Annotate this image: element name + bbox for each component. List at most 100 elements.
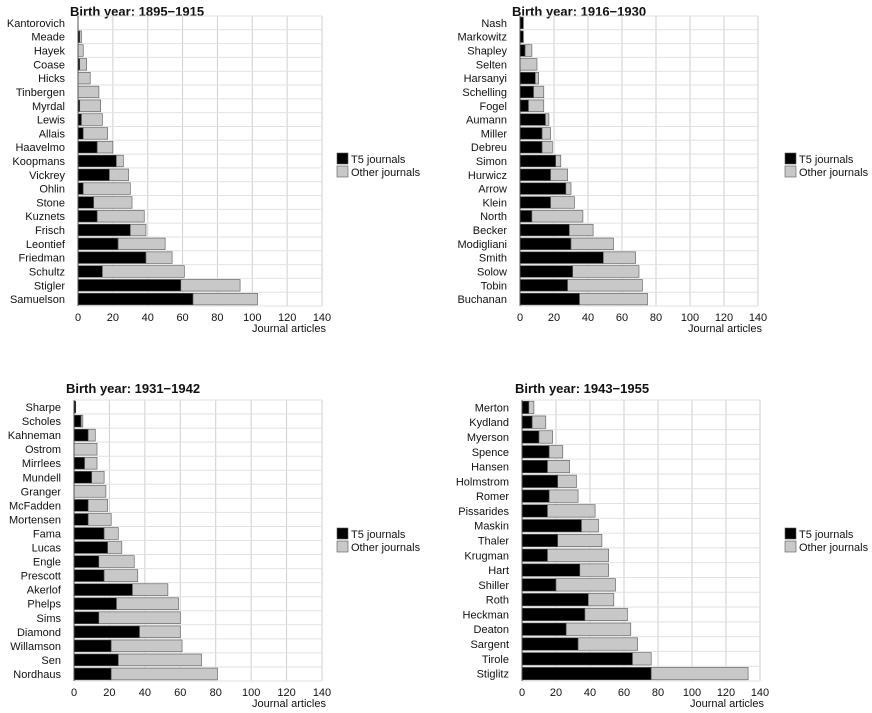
- legend-swatch-t5: [336, 152, 349, 165]
- category-label-kydland: Kydland: [469, 417, 509, 429]
- bar-other-granger: [73, 485, 107, 498]
- category-label-fogel: Fogel: [479, 101, 507, 113]
- bar-other-schelling: [533, 85, 545, 99]
- x-tick-label: 80: [650, 312, 662, 324]
- category-label-akerlof: Akerlof: [27, 585, 62, 597]
- x-tick-label: 60: [618, 687, 630, 699]
- bar-t5-sen: [73, 653, 119, 667]
- category-label-myrdal: Myrdal: [32, 101, 65, 113]
- bar-other-spence: [548, 445, 564, 459]
- bar-t5-sargent: [521, 637, 579, 651]
- bar-t5-leontief: [77, 237, 119, 250]
- legend-label-t5: T5 journals: [799, 529, 854, 541]
- bar-other-leontief: [117, 237, 166, 250]
- bar-t5-vickrey: [77, 168, 110, 181]
- bar-t5-schultz: [77, 265, 103, 278]
- category-label-kantorovich: Kantorovich: [7, 18, 65, 30]
- bar-other-holmstrom: [557, 474, 577, 488]
- bar-t5-modigliani: [519, 237, 572, 250]
- bar-other-deaton: [565, 622, 632, 636]
- legend-swatch-t5: [784, 527, 797, 540]
- category-label-markowitz: Markowitz: [457, 32, 507, 44]
- bar-other-stiglitz: [650, 667, 749, 681]
- bar-other-hurwicz: [550, 168, 568, 181]
- bar-t5-romer: [521, 489, 550, 503]
- legend-label-other: Other journals: [799, 167, 869, 179]
- bar-t5-lucas: [73, 541, 108, 554]
- category-label-scholes: Scholes: [22, 416, 62, 428]
- chart-panel-1895-1915: Birth year: 1895−1915 Kantorovich Meade Hay…: [0, 0, 436, 356]
- bar-other-myerson: [538, 430, 553, 444]
- legend-label-t5: T5 journals: [799, 154, 854, 166]
- category-label-klein: Klein: [483, 197, 507, 209]
- x-tick-label: 80: [210, 687, 222, 699]
- x-tick-label: 20: [107, 312, 119, 324]
- category-label-stone: Stone: [36, 197, 65, 209]
- bar-other-ostrom: [73, 442, 98, 456]
- bar-t5-north: [519, 210, 533, 223]
- x-tick-label: 80: [211, 312, 223, 324]
- bar-other-samuelson: [192, 292, 258, 306]
- bar-other-maskin: [581, 519, 599, 533]
- bar-t5-holmstrom: [521, 474, 559, 488]
- x-axis-label: Journal articles: [690, 698, 764, 710]
- bar-other-akerlof: [132, 583, 169, 596]
- category-label-frisch: Frisch: [35, 225, 65, 237]
- bar-other-klein: [550, 196, 575, 209]
- legend-label-other: Other journals: [351, 167, 421, 179]
- bar-t5-scholes: [73, 414, 82, 428]
- bar-other-stone: [93, 196, 133, 209]
- bar-t5-fogel: [519, 99, 529, 112]
- x-tick-label: 100: [243, 312, 261, 324]
- bar-t5-prescott: [73, 569, 105, 582]
- bar-other-tobin: [567, 279, 643, 292]
- bar-t5-diamond: [73, 625, 140, 639]
- x-axis-label: Journal articles: [252, 323, 326, 335]
- x-tick-label: 20: [550, 687, 562, 699]
- x-tick-label: 140: [751, 687, 769, 699]
- x-axis-label: Journal articles: [252, 698, 326, 710]
- x-tick-label: 0: [75, 312, 81, 324]
- category-label-prescott: Prescott: [21, 571, 61, 583]
- category-label-samuelson: Samuelson: [10, 294, 65, 306]
- category-label-miller: Miller: [481, 128, 508, 140]
- category-label-kuznets: Kuznets: [25, 211, 65, 223]
- x-tick-label: 100: [683, 687, 701, 699]
- bar-t5-shapley: [519, 44, 526, 57]
- bar-other-north: [531, 210, 584, 223]
- category-label-shapley: Shapley: [467, 46, 507, 58]
- bar-other-haavelmo: [96, 141, 114, 154]
- category-label-allais: Allais: [39, 128, 66, 140]
- category-label-meade: Meade: [31, 32, 65, 44]
- bar-t5-koopmans: [77, 154, 117, 168]
- bar-other-stigler: [180, 279, 241, 292]
- bar-t5-kahneman: [73, 428, 89, 442]
- bar-t5-simon: [519, 154, 557, 168]
- bar-other-sargent: [577, 637, 638, 651]
- category-label-nordhaus: Nordhaus: [13, 669, 61, 681]
- bar-other-schultz: [102, 265, 185, 278]
- category-label-haavelmo: Haavelmo: [15, 142, 65, 154]
- x-tick-label: 60: [176, 312, 188, 324]
- bar-t5-tobin: [519, 279, 568, 292]
- bar-other-friedman: [145, 251, 173, 264]
- bar-t5-miller: [519, 127, 543, 140]
- x-tick-label: 20: [103, 687, 115, 699]
- bar-t5-krugman: [521, 548, 548, 562]
- category-label-spence: Spence: [472, 447, 509, 459]
- bar-other-fogel: [528, 99, 545, 112]
- bar-t5-merton: [521, 400, 530, 414]
- bar-t5-debreu: [519, 141, 543, 154]
- bar-t5-shiller: [521, 578, 557, 592]
- category-label-sen: Sen: [41, 655, 61, 667]
- category-label-willamson: Willamson: [10, 641, 61, 653]
- x-tick-label: 120: [717, 687, 735, 699]
- bar-other-lewis: [81, 113, 103, 126]
- bar-other-ohlin: [82, 182, 131, 195]
- bar-t5-ohlin: [77, 182, 84, 195]
- bar-t5-solow: [519, 265, 574, 278]
- category-label-tinbergen: Tinbergen: [16, 87, 65, 99]
- category-label-tirole: Tirole: [482, 654, 509, 666]
- category-label-granger: Granger: [21, 486, 62, 498]
- bar-other-romer: [548, 489, 579, 503]
